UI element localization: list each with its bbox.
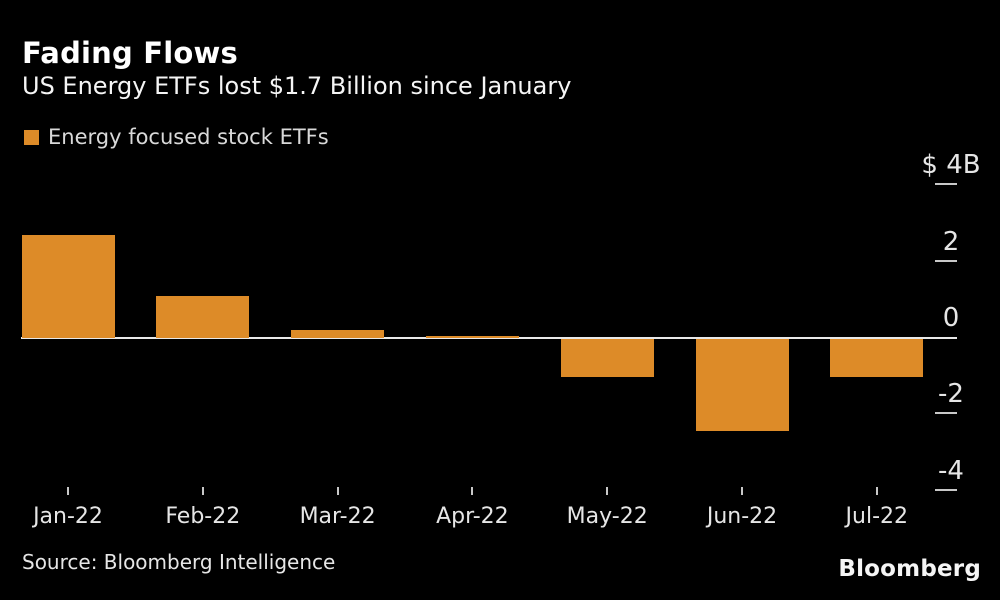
x-tick-Apr-22 bbox=[471, 487, 474, 495]
bar-Apr-22 bbox=[425, 336, 519, 338]
x-tick-Jan-22 bbox=[67, 487, 69, 495]
x-label-Apr-22: Apr-22 bbox=[436, 504, 509, 529]
legend: Energy focused stock ETFs bbox=[24, 125, 329, 149]
y-label--2: -2 bbox=[938, 379, 964, 410]
zero-axis-line bbox=[21, 337, 957, 339]
y-label-2: 2 bbox=[942, 226, 960, 257]
y-tick-4 bbox=[935, 183, 957, 186]
legend-label: Energy focused stock ETFs bbox=[48, 125, 329, 149]
x-label-Mar-22: Mar-22 bbox=[299, 504, 376, 529]
bar-Jun-22 bbox=[695, 339, 789, 431]
x-label-May-22: May-22 bbox=[566, 504, 648, 529]
y-label-0: 0 bbox=[942, 303, 960, 333]
y-label--4: -4 bbox=[938, 455, 964, 486]
x-tick-May-22 bbox=[606, 487, 609, 495]
bar-Jan-22 bbox=[21, 234, 115, 338]
x-tick-Mar-22 bbox=[336, 487, 339, 495]
x-tick-Feb-22 bbox=[201, 487, 204, 495]
legend-swatch-icon bbox=[24, 129, 39, 145]
x-label-Jan-22: Jan-22 bbox=[33, 504, 103, 529]
source-credit: Source: Bloomberg Intelligence bbox=[22, 550, 336, 574]
x-label-Jul-22: Jul-22 bbox=[845, 504, 909, 529]
bar-Jul-22 bbox=[830, 339, 924, 378]
y-tick--2 bbox=[935, 412, 957, 415]
x-tick-Jun-22 bbox=[741, 487, 743, 495]
bar-Feb-22 bbox=[156, 295, 250, 338]
chart-subtitle: US Energy ETFs lost $1.7 Billion since J… bbox=[22, 72, 572, 100]
y-label-4B: $ 4B bbox=[921, 150, 981, 181]
bar-Mar-22 bbox=[291, 330, 385, 338]
bloomberg-logo: Bloomberg bbox=[838, 556, 981, 582]
chart-title: Fading Flows bbox=[22, 36, 239, 70]
y-tick-2 bbox=[935, 259, 957, 262]
x-label-Jun-22: Jun-22 bbox=[706, 504, 778, 529]
y-tick--4 bbox=[935, 488, 957, 491]
x-tick-Jul-22 bbox=[875, 487, 878, 495]
x-label-Feb-22: Feb-22 bbox=[165, 504, 241, 529]
bar-May-22 bbox=[560, 339, 654, 378]
